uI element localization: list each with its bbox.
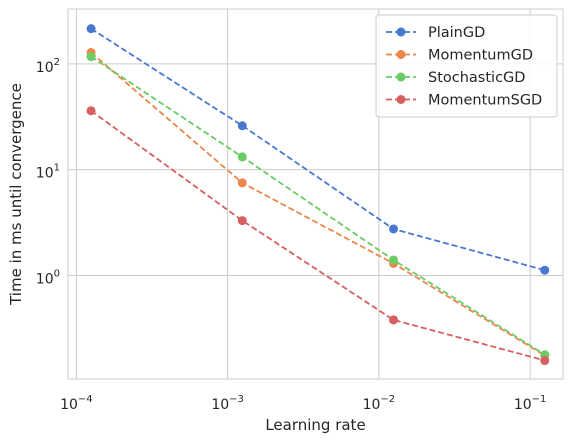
y-tick-label: 102 — [36, 57, 60, 76]
y-tick-labels: 100 101 102 — [36, 57, 60, 288]
data-point — [237, 121, 247, 131]
series-lines — [86, 24, 550, 366]
x-tick-label: 10−1 — [514, 394, 547, 413]
x-tick-label: 10−2 — [363, 394, 396, 413]
series-line — [90, 27, 546, 272]
series-line — [90, 110, 546, 362]
data-point — [237, 152, 247, 162]
y-tick-label: 101 — [36, 163, 60, 182]
x-tick-label: 10−4 — [60, 394, 93, 413]
data-point — [389, 315, 399, 325]
y-tick-label: 100 — [36, 268, 60, 287]
y-axis-label: Time in ms until convergence — [7, 83, 25, 306]
data-point — [237, 216, 247, 226]
data-point — [86, 24, 96, 34]
legend-marker — [396, 50, 406, 59]
x-tick-labels: 10−4 10−3 10−2 10−1 — [60, 394, 546, 413]
legend-label: StochasticGD — [428, 70, 525, 86]
plot-frame — [67, 8, 564, 380]
legend-box — [375, 14, 558, 118]
legend-label: PlainGD — [428, 25, 485, 41]
legend-marker — [396, 95, 406, 104]
legend-label: MomentumSGD — [428, 93, 542, 109]
x-axis-label: Learning rate — [265, 416, 365, 434]
legend: PlainGD MomentumGD StochasticGD MomentumSGD — [375, 14, 558, 118]
series-line — [90, 55, 546, 356]
series-line — [90, 51, 546, 357]
legend-marker — [396, 27, 406, 37]
data-point — [237, 178, 247, 188]
legend-label: MomentumGD — [428, 48, 533, 64]
data-point — [86, 52, 96, 62]
data-point — [540, 356, 550, 366]
x-tick-label: 10−3 — [211, 394, 244, 413]
data-point — [389, 255, 399, 265]
data-point — [540, 265, 550, 275]
legend-marker — [396, 72, 406, 82]
data-point — [389, 224, 399, 234]
data-point — [86, 106, 96, 116]
